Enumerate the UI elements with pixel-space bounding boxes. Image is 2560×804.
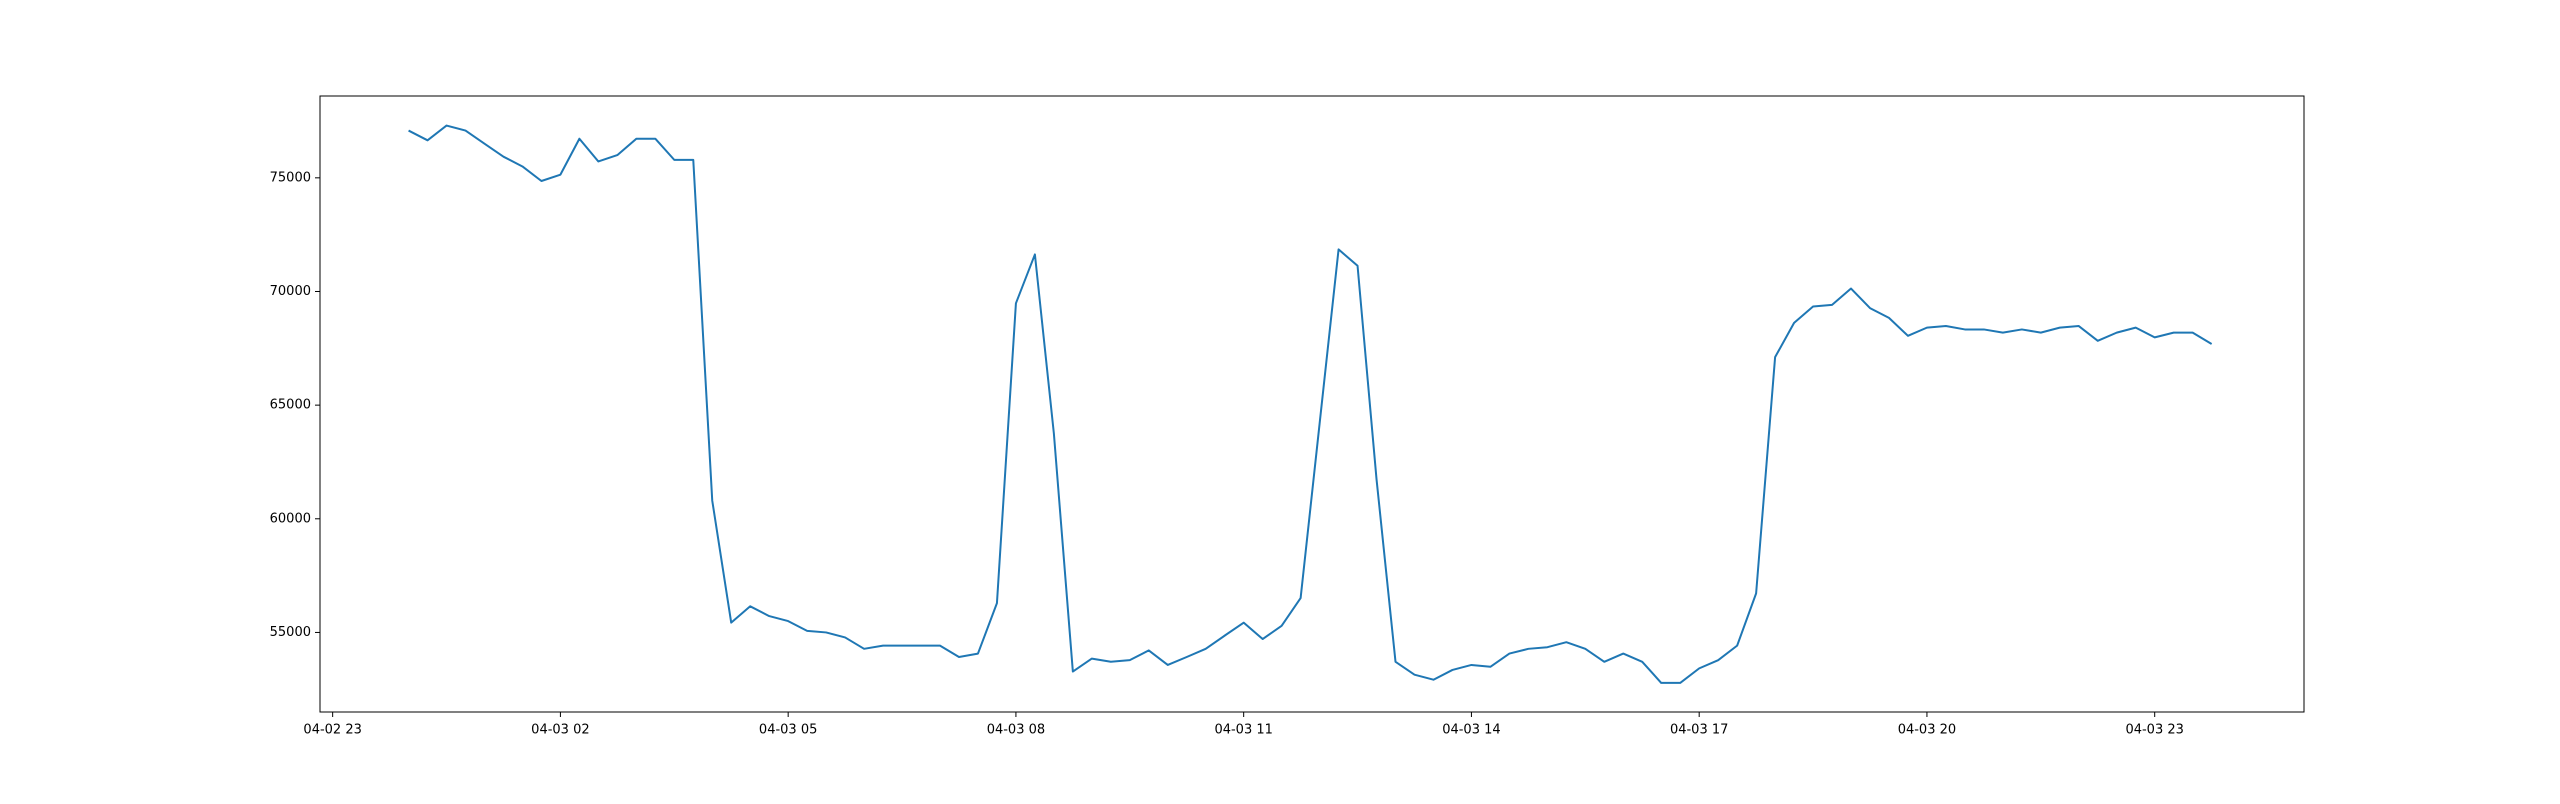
x-tick-label: 04-03 11: [1214, 723, 1272, 738]
y-tick-label: 55000: [270, 625, 311, 640]
x-tick-label: 04-03 14: [1442, 723, 1500, 738]
data-line: [408, 124, 2213, 684]
x-tick-label: 04-03 20: [1898, 723, 1956, 738]
y-tick-label: 65000: [270, 398, 311, 413]
x-tick-label: 04-03 08: [987, 723, 1045, 738]
x-tick-label: 04-03 02: [531, 723, 589, 738]
y-tick-label: 60000: [270, 511, 311, 526]
y-tick-label: 70000: [270, 284, 311, 299]
x-tick-label: 04-03 23: [2125, 723, 2183, 738]
x-tick-label: 04-02 23: [303, 723, 361, 738]
x-tick-label: 04-03 05: [759, 723, 817, 738]
y-tick-label: 75000: [270, 170, 311, 185]
x-tick-label: 04-03 17: [1670, 723, 1728, 738]
plot-frame: [319, 95, 2305, 713]
